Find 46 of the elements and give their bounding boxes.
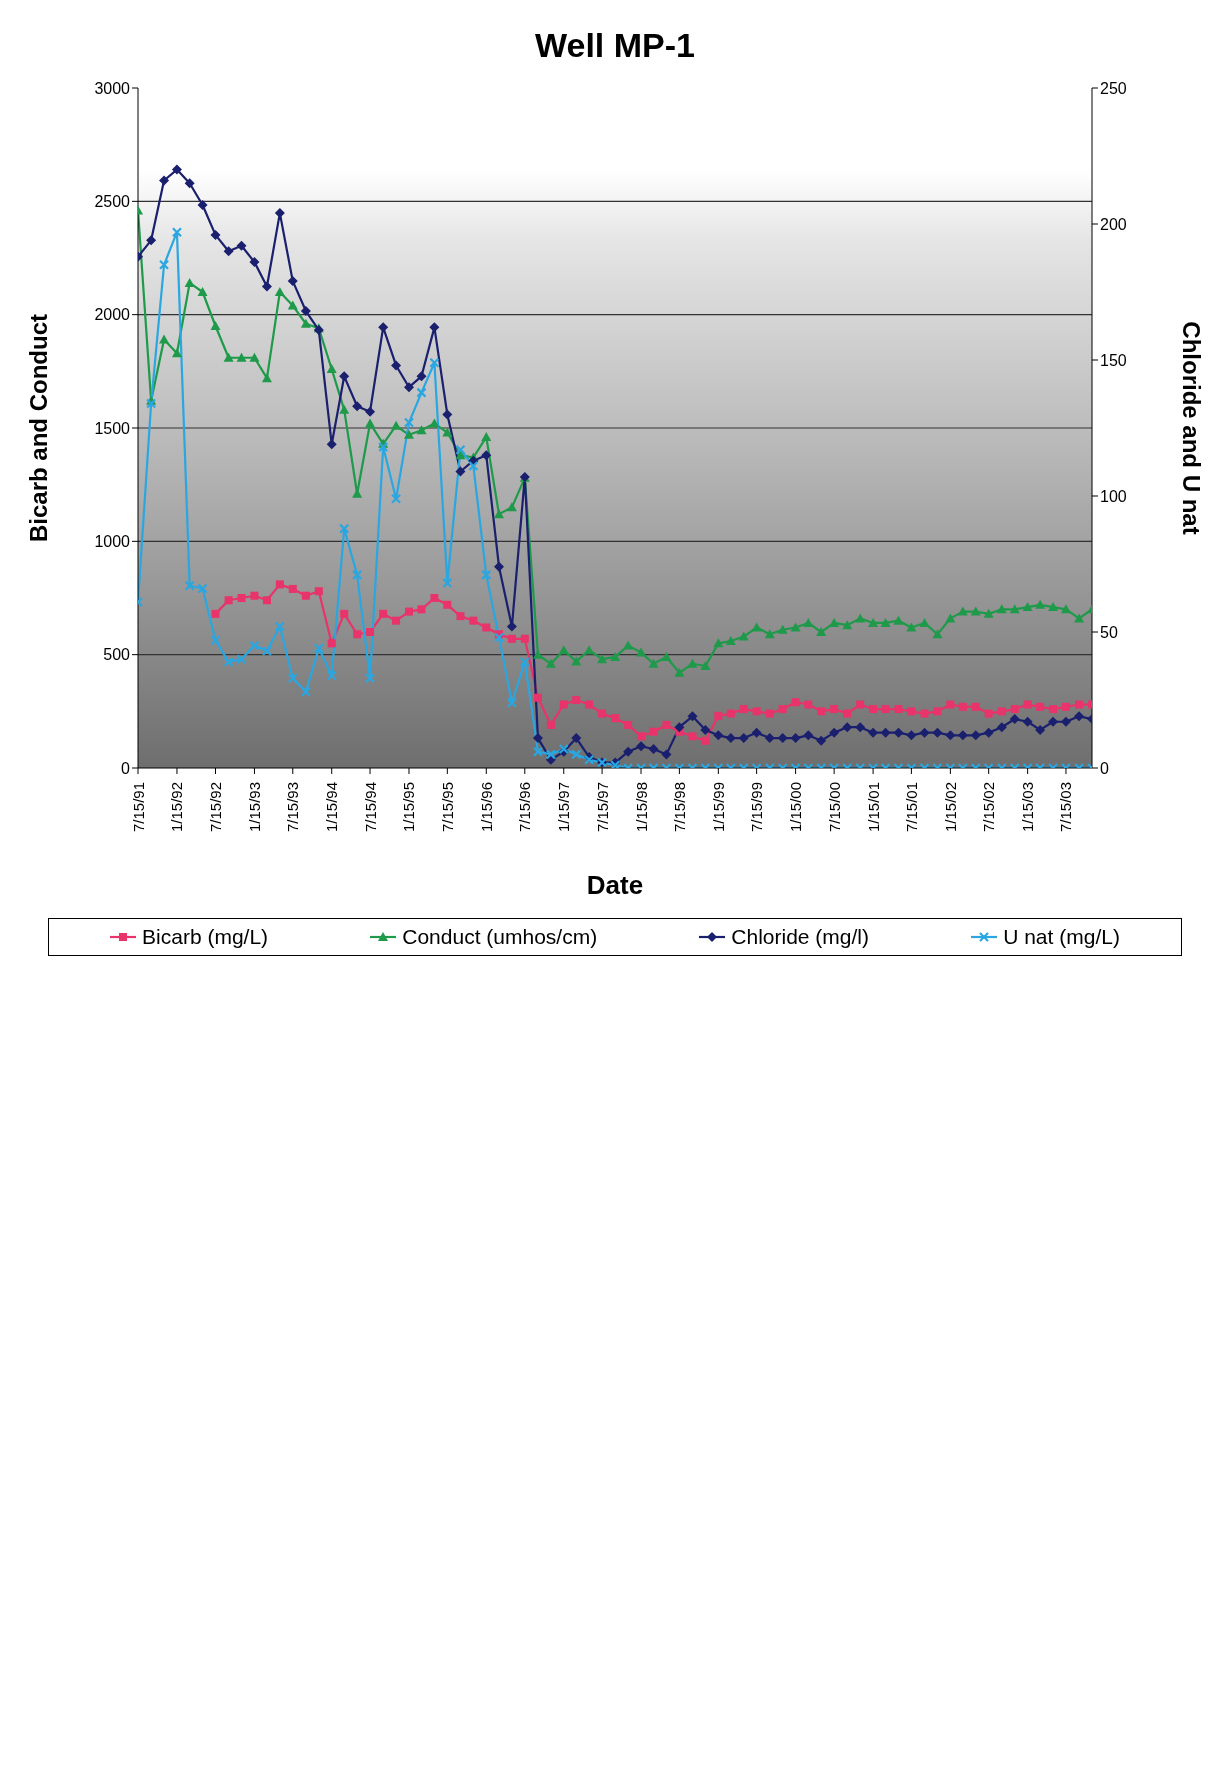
x-tick-label: 7/15/02	[980, 782, 998, 833]
x-tick-label: 7/15/92	[206, 782, 224, 833]
y2-tick-label: 100	[1100, 487, 1127, 505]
x-tick-label: 7/15/99	[748, 782, 766, 833]
x-tick-label: 1/15/03	[1019, 782, 1037, 833]
x-tick-label: 1/15/02	[941, 782, 959, 833]
x-tick-label: 1/15/01	[864, 782, 882, 833]
y2-axis-title: Chloride and U nat	[1178, 321, 1206, 535]
y2-tick-label: 50	[1100, 623, 1118, 641]
y2-tick-label: 250	[1100, 79, 1127, 97]
x-tick-label: 1/15/97	[555, 782, 573, 833]
x-tick-label: 7/15/01	[902, 782, 920, 833]
x-tick-label: 7/15/98	[670, 782, 688, 833]
y-tick-label: 2000	[94, 306, 131, 324]
y-tick-label: 2500	[94, 193, 131, 211]
x-tick-label: 7/15/97	[593, 782, 611, 833]
x-tick-label: 7/15/93	[284, 782, 302, 833]
y-tick-label: 0	[121, 759, 131, 777]
x-tick-label: 7/15/00	[825, 782, 843, 833]
x-tick-label: 1/15/00	[787, 782, 805, 833]
x-tick-label: 1/15/93	[245, 782, 263, 833]
legend-label: Conduct (umhos/cm)	[402, 925, 598, 949]
chart-title: Well MP-1	[534, 26, 696, 65]
x-tick-label: 1/15/98	[632, 782, 650, 833]
x-tick-label: 1/15/95	[400, 782, 418, 833]
x-tick-label: 1/15/94	[323, 782, 341, 833]
y2-tick-label: 150	[1100, 351, 1127, 369]
x-tick-label: 1/15/99	[709, 782, 727, 833]
y2-tick-label: 0	[1100, 759, 1109, 777]
x-tick-label: 1/15/92	[168, 782, 186, 833]
y-tick-label: 3000	[94, 79, 131, 97]
x-tick-label: 7/15/91	[129, 782, 147, 833]
y-axis-title: Bicarb and Conduct	[24, 313, 52, 543]
x-axis-title: Date	[586, 870, 644, 900]
x-tick-label: 7/15/03	[1057, 782, 1075, 833]
x-tick-label: 1/15/96	[477, 782, 495, 833]
y-tick-label: 1500	[94, 419, 131, 437]
y-tick-label: 500	[103, 646, 131, 664]
y-tick-label: 1000	[94, 533, 131, 551]
legend-label: U nat (mg/L)	[1003, 925, 1120, 949]
legend-label: Chloride (mg/l)	[731, 925, 870, 949]
y2-tick-label: 200	[1100, 215, 1127, 233]
x-tick-label: 7/15/96	[516, 782, 534, 833]
legend-label: Bicarb (mg/L)	[142, 925, 269, 949]
x-tick-label: 7/15/95	[438, 782, 456, 833]
x-tick-label: 7/15/94	[361, 782, 379, 833]
